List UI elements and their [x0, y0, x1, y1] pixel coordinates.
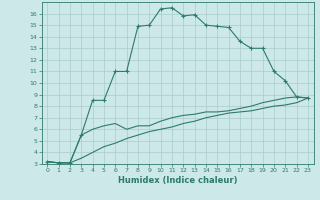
X-axis label: Humidex (Indice chaleur): Humidex (Indice chaleur)	[118, 176, 237, 185]
